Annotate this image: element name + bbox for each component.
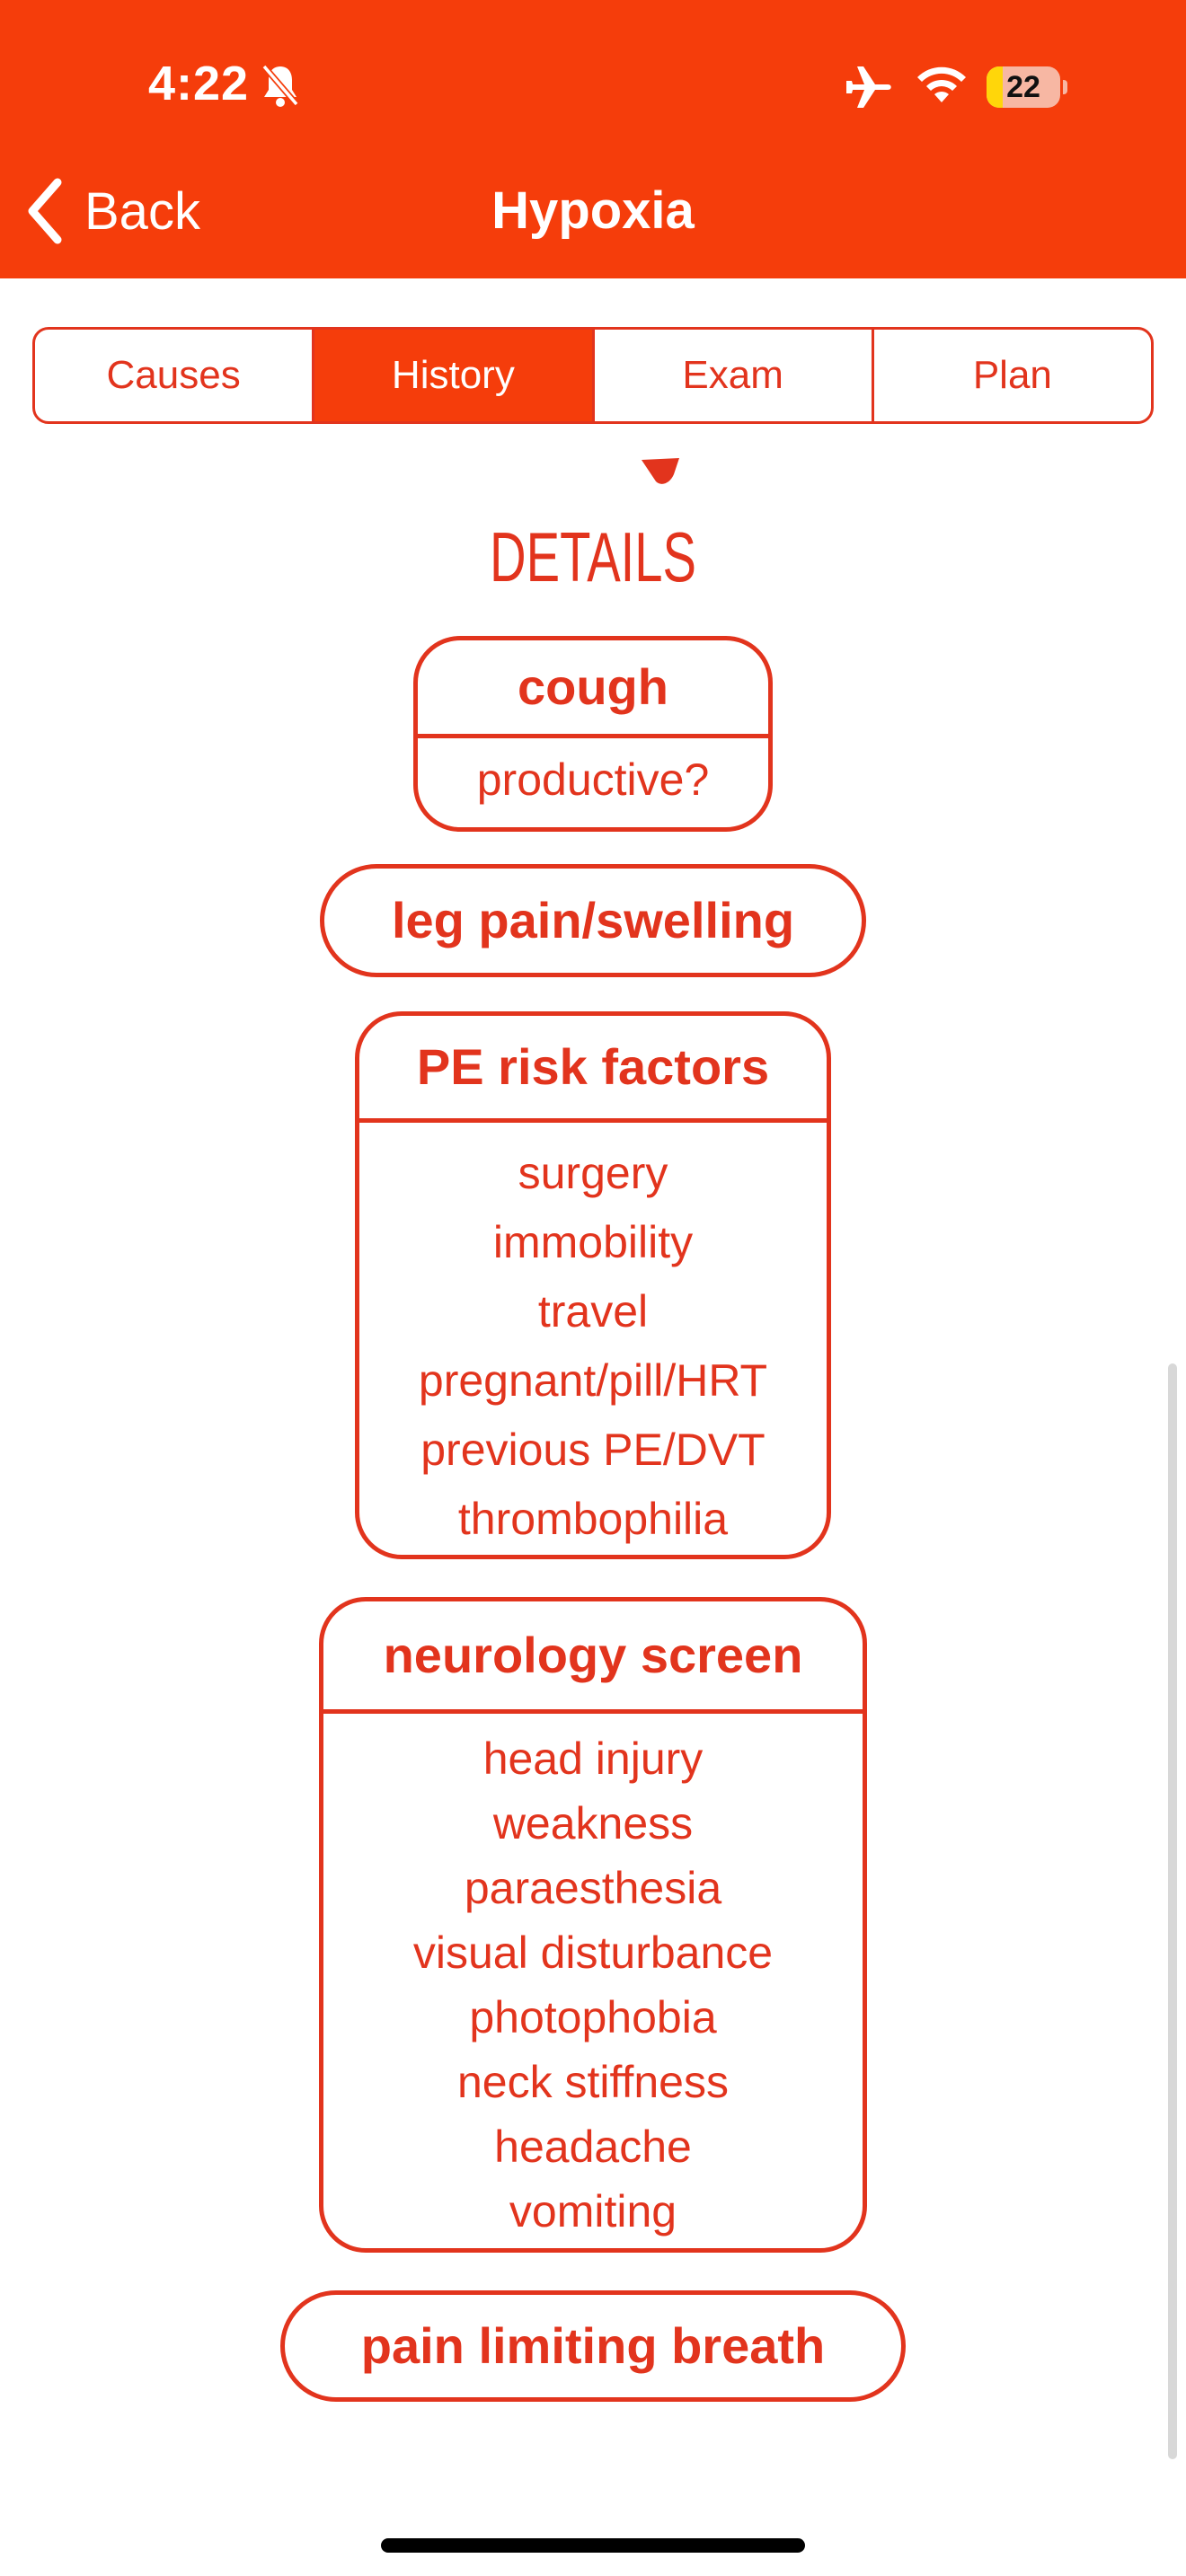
- list-item: head injury: [482, 1734, 704, 1784]
- wifi-icon: [917, 66, 966, 102]
- section-heading: DETAILS: [490, 517, 696, 596]
- back-label: Back: [84, 181, 200, 241]
- card-pe-risk-factors: PE risk factors surgery immobility trave…: [355, 1011, 831, 1559]
- chevron-left-icon: [28, 178, 62, 244]
- battery-fill: [987, 66, 1004, 108]
- list-item: previous PE/DVT: [420, 1425, 766, 1475]
- tab-history[interactable]: History: [312, 330, 592, 421]
- card-neurology-screen: neurology screen head injury weakness pa…: [319, 1597, 867, 2253]
- tab-causes[interactable]: Causes: [106, 353, 241, 397]
- battery-cap: [1063, 80, 1067, 94]
- card-title: PE risk factors: [416, 1038, 770, 1095]
- airplane-icon: [846, 66, 891, 108]
- tab-exam[interactable]: Exam: [591, 330, 872, 421]
- card-divider: [359, 1118, 827, 1123]
- card-divider: [418, 734, 768, 738]
- status-time: 4:22: [148, 57, 250, 110]
- card-title: neurology screen: [383, 1627, 803, 1683]
- battery-icon: 22: [987, 66, 1067, 108]
- tab-plan[interactable]: Plan: [871, 330, 1151, 421]
- list-item: travel: [537, 1286, 649, 1337]
- nav-header: 4:22 22 Back Hypoxia: [0, 0, 1186, 278]
- card-leg-pain-swelling: leg pain/swelling: [320, 864, 866, 977]
- card-items: surgery immobility travel pregnant/pill/…: [359, 1123, 827, 1554]
- list-item: vomiting: [509, 2186, 677, 2236]
- back-button[interactable]: Back: [25, 171, 200, 251]
- battery-body: 22: [987, 66, 1060, 108]
- scrollbar[interactable]: [1168, 1363, 1177, 2459]
- page-title: Hypoxia: [491, 181, 695, 240]
- card-pain-limiting-breath: pain limiting breath: [280, 2290, 906, 2402]
- battery-level: 22: [1006, 70, 1040, 104]
- list-item: photophobia: [469, 1992, 717, 2042]
- card-items: productive?: [418, 738, 768, 807]
- list-item: surgery: [518, 1148, 668, 1198]
- card-items: head injury weakness paraesthesia visual…: [323, 1714, 863, 2244]
- card-title: pain limiting breath: [360, 2317, 826, 2374]
- home-indicator: [381, 2538, 805, 2553]
- list-item: immobility: [492, 1217, 694, 1267]
- bell-slash-icon: [261, 64, 299, 107]
- pointer-marker-icon: [642, 458, 679, 484]
- list-item: productive?: [476, 754, 710, 805]
- list-item: paraesthesia: [464, 1863, 722, 1913]
- list-item: visual disturbance: [412, 1928, 774, 1978]
- list-item: neck stiffness: [456, 2057, 729, 2107]
- card-cough: cough productive?: [413, 636, 773, 832]
- list-item: pregnant/pill/HRT: [418, 1355, 768, 1406]
- segmented-control: Causes History Exam Plan: [32, 327, 1154, 424]
- card-title: leg pain/swelling: [391, 892, 795, 948]
- card-title: cough: [518, 658, 668, 715]
- list-item: headache: [494, 2122, 692, 2172]
- card-divider: [323, 1709, 863, 1714]
- list-item: thrombophilia: [457, 1494, 729, 1544]
- list-item: weakness: [492, 1798, 694, 1848]
